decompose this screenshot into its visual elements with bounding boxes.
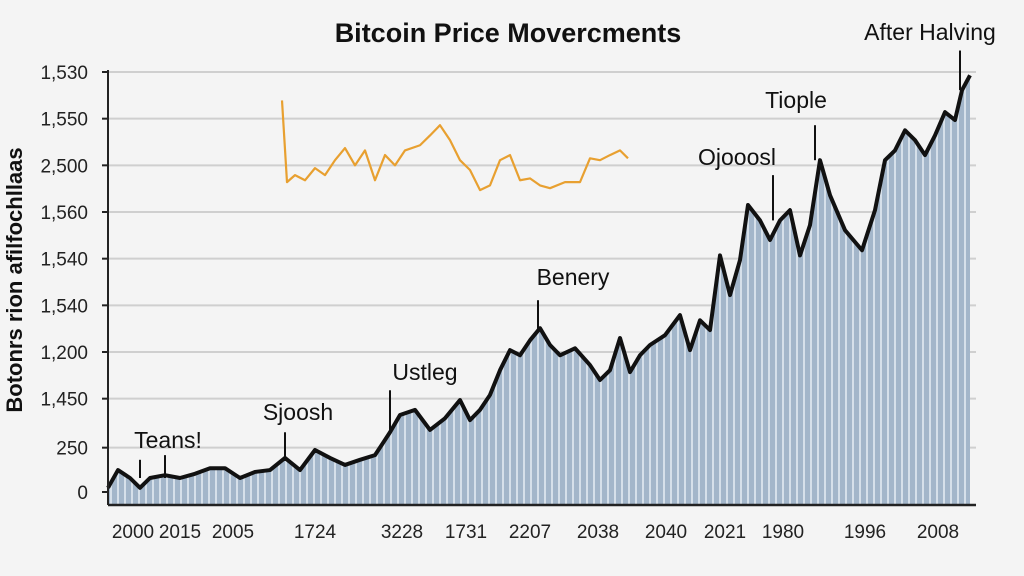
chart-title: Bitcoin Price Movercments (335, 18, 682, 48)
x-tick-label: 1731 (445, 522, 487, 543)
y-axis-ticks: 0 250 1,450 1,200 1,540 1,540 1,560 2,500 1,550 1… (40, 63, 108, 504)
x-axis-ticks: 2000 2015 2005 1724 3228 1731 2207 2038 2040 2021… (112, 522, 959, 543)
x-tick-label: 2040 (645, 522, 687, 543)
y-tick-label: 250 (56, 439, 88, 460)
y-tick-label: 2,500 (40, 156, 88, 177)
x-tick-label: 2021 (704, 522, 746, 543)
x-tick-label: 2015 (159, 522, 201, 543)
x-tick-label: 2000 (112, 522, 154, 543)
series-layer (106, 74, 972, 506)
annotation-label: Teans! (134, 427, 202, 453)
x-tick-label: 1980 (762, 522, 804, 543)
annotation-label: Tiople (765, 87, 827, 113)
y-tick-label: 1,550 (40, 110, 88, 131)
x-tick-label: 2038 (577, 522, 619, 543)
gridlines (108, 71, 976, 449)
annotation-label: Ojooosl (698, 144, 776, 170)
y-axis-label: Botonrs rion afilfochllaas (2, 147, 27, 412)
x-tick-label: 2005 (212, 522, 254, 543)
y-tick-label: 1,530 (40, 63, 88, 84)
annotation-label: Sjoosh (263, 399, 333, 425)
annotations: Teans! Sjoosh Ustleg Benery Ojooosl Tiople Aft… (134, 19, 996, 478)
annotation-label: After Halving (864, 19, 996, 45)
price-area-fill (108, 75, 970, 506)
annotation-label: Ustleg (392, 359, 457, 385)
y-tick-label: 1,540 (40, 250, 88, 271)
price-line (106, 74, 972, 490)
x-tick-label: 1724 (294, 522, 337, 543)
y-tick-label: 1,200 (40, 343, 88, 364)
x-tick-label: 3228 (381, 522, 423, 543)
secondary-line (280, 100, 629, 192)
y-tick-label: 1,450 (40, 390, 88, 411)
x-tick-label: 2008 (917, 522, 959, 543)
annotation-label: Benery (537, 264, 610, 290)
y-tick-label: 0 (77, 483, 88, 504)
x-tick-label: 1996 (844, 522, 886, 543)
y-tick-label: 1,540 (40, 296, 88, 317)
y-tick-label: 1,560 (40, 203, 88, 224)
x-tick-label: 2207 (509, 522, 551, 543)
